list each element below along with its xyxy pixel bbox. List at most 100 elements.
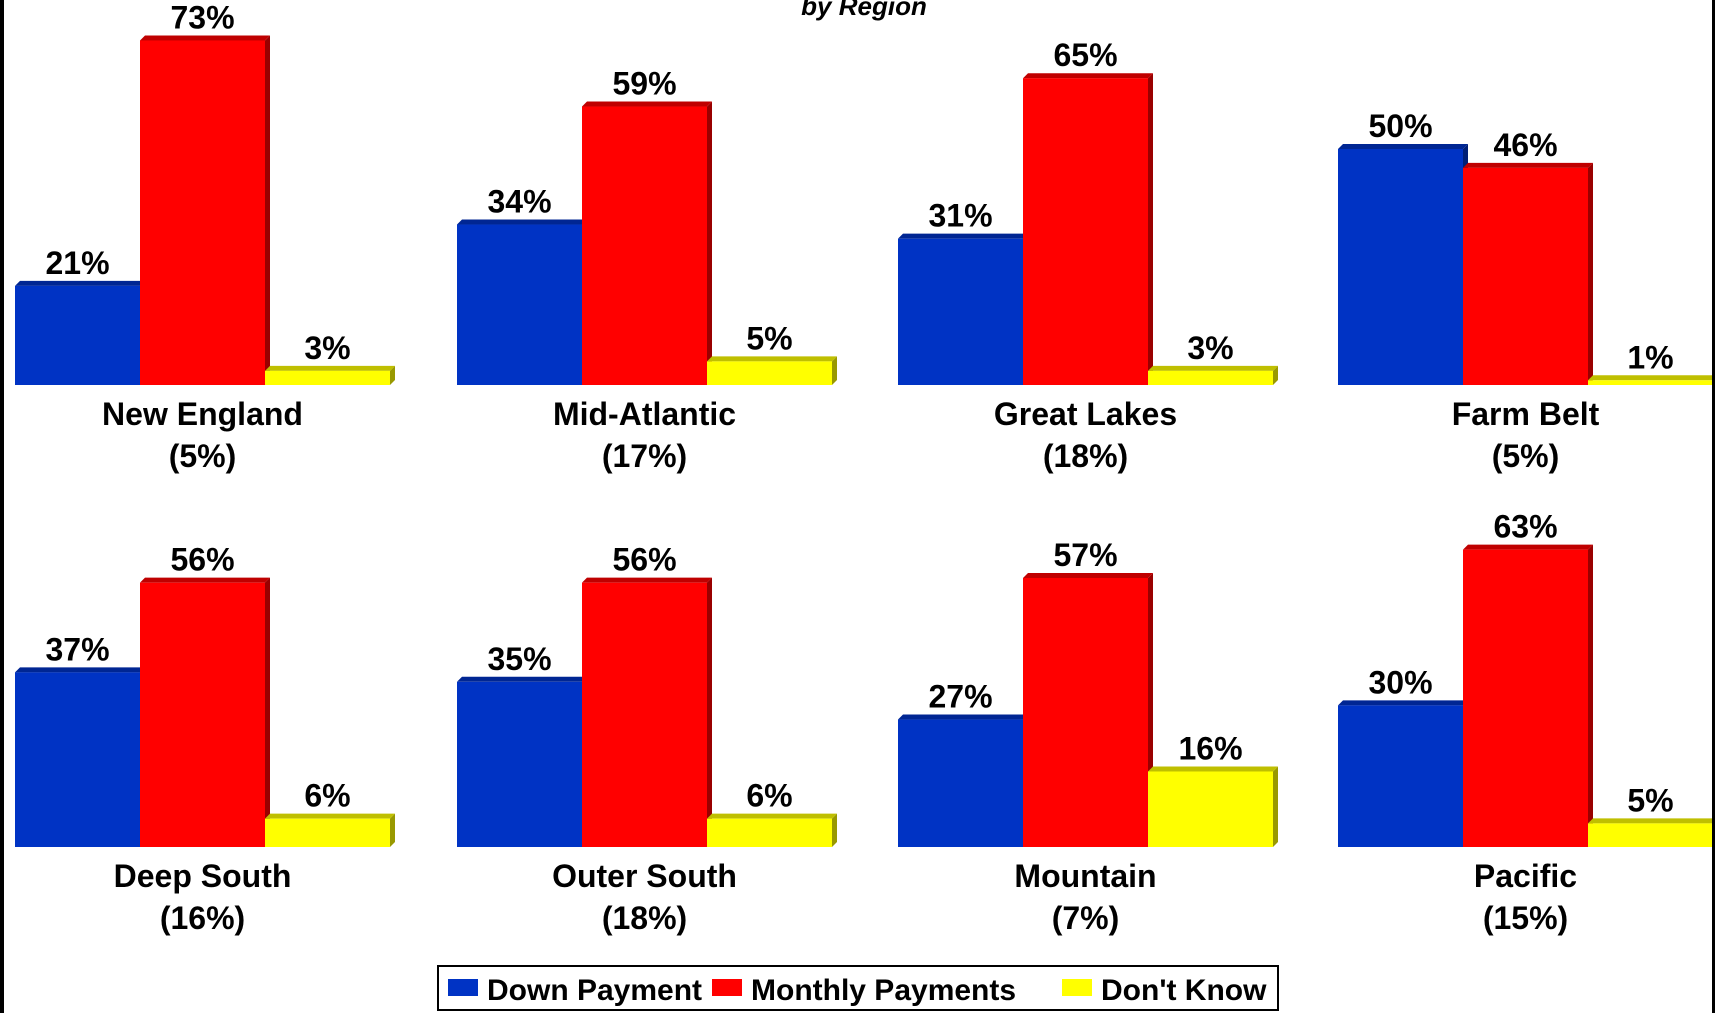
legend-label-down-payment: Down Payment bbox=[487, 974, 702, 1007]
legend: Down Payment Monthly Payments Don't Know bbox=[437, 965, 1279, 1011]
bar-top-dont-know bbox=[265, 365, 395, 371]
bar-top-monthly-payments bbox=[582, 577, 712, 583]
region-label: Mountain bbox=[1014, 858, 1156, 894]
bar-down-payment bbox=[457, 681, 582, 847]
panel-mid-atlantic: 34% 59% 5% Mid-Atlantic (17%) bbox=[457, 66, 837, 474]
bar-dont-know bbox=[265, 370, 390, 385]
chart-subtitle: by Region bbox=[801, 0, 927, 21]
bar-side-dont-know bbox=[1273, 365, 1278, 385]
bar-side-dont-know bbox=[832, 813, 837, 847]
data-label-down-payment: 30% bbox=[1368, 664, 1432, 700]
bar-top-dont-know bbox=[1588, 375, 1715, 381]
bar-monthly-payments bbox=[1023, 577, 1148, 847]
data-label-monthly-payments: 63% bbox=[1493, 509, 1557, 545]
region-label: Deep South bbox=[114, 858, 292, 894]
bar-top-monthly-payments bbox=[140, 577, 270, 583]
bar-dont-know bbox=[1148, 771, 1273, 847]
data-label-monthly-payments: 65% bbox=[1053, 37, 1117, 73]
bar-side-dont-know bbox=[832, 356, 837, 385]
bar-top-dont-know bbox=[707, 813, 837, 819]
region-label: Great Lakes bbox=[994, 396, 1177, 432]
panel-farm-belt: 50% 46% 1% Farm Belt (5%) bbox=[1338, 108, 1715, 474]
bar-top-down-payment bbox=[898, 714, 1028, 720]
bar-side-monthly-payments bbox=[1588, 544, 1593, 847]
bar-top-monthly-payments bbox=[1023, 73, 1153, 79]
bar-top-monthly-payments bbox=[582, 101, 712, 107]
bar-dont-know bbox=[707, 361, 832, 385]
bar-top-monthly-payments bbox=[140, 35, 270, 41]
bar-top-dont-know bbox=[1588, 818, 1715, 824]
panel-outer-south: 35% 56% 6% Outer South (18%) bbox=[457, 542, 837, 936]
bar-side-dont-know bbox=[1273, 766, 1278, 847]
bar-side-monthly-payments bbox=[707, 577, 712, 847]
data-label-down-payment: 34% bbox=[487, 184, 551, 220]
data-label-dont-know: 1% bbox=[1627, 339, 1673, 375]
region-share-label: (17%) bbox=[602, 438, 687, 474]
bar-side-monthly-payments bbox=[265, 577, 270, 847]
bar-top-dont-know bbox=[1148, 365, 1278, 371]
data-label-dont-know: 6% bbox=[746, 778, 792, 814]
bar-down-payment bbox=[457, 224, 582, 385]
data-label-down-payment: 35% bbox=[487, 641, 551, 677]
data-label-dont-know: 3% bbox=[1187, 330, 1233, 366]
bar-top-monthly-payments bbox=[1023, 572, 1153, 578]
panels-layer: 21%73%3%New England(5%)34%59%5%Mid-Atlan… bbox=[15, 0, 1715, 936]
data-label-dont-know: 16% bbox=[1178, 730, 1242, 766]
legend-label-dont-know: Don't Know bbox=[1101, 974, 1267, 1007]
data-label-down-payment: 37% bbox=[45, 631, 109, 667]
region-label: Pacific bbox=[1474, 858, 1577, 894]
bar-down-payment bbox=[15, 285, 140, 385]
region-label: Farm Belt bbox=[1452, 396, 1600, 432]
panel-pacific: 30% 63% 5% Pacific (15%) bbox=[1338, 509, 1715, 936]
bar-side-dont-know bbox=[390, 813, 395, 847]
bar-dont-know bbox=[1588, 380, 1713, 385]
data-label-down-payment: 21% bbox=[45, 245, 109, 281]
bar-side-monthly-payments bbox=[1148, 73, 1153, 385]
panel-mountain: 27% 57% 16% Mountain (7%) bbox=[898, 537, 1278, 936]
panel-great-lakes: 31% 65% 3% Great Lakes (18%) bbox=[898, 37, 1278, 474]
bar-monthly-payments bbox=[582, 582, 707, 847]
bar-down-payment bbox=[1338, 705, 1463, 847]
bar-top-down-payment bbox=[898, 233, 1028, 239]
bar-monthly-payments bbox=[140, 582, 265, 847]
bar-down-payment bbox=[898, 238, 1023, 385]
data-label-monthly-payments: 46% bbox=[1493, 127, 1557, 163]
legend-box bbox=[437, 965, 1279, 1011]
region-share-label: (5%) bbox=[169, 438, 237, 474]
panel-new-england: 21% 73% 3%New England (5%) bbox=[15, 0, 395, 474]
bar-top-monthly-payments bbox=[1463, 162, 1593, 168]
data-label-dont-know: 3% bbox=[304, 330, 350, 366]
bar-top-down-payment bbox=[15, 667, 145, 673]
bar-down-payment bbox=[898, 719, 1023, 847]
data-label-monthly-payments: 73% bbox=[170, 0, 234, 35]
bar-side-monthly-payments bbox=[1588, 162, 1593, 385]
panel-deep-south: 37% 56% 6% Deep South (16%) bbox=[15, 542, 395, 936]
bar-dont-know bbox=[265, 818, 390, 847]
bar-side-dont-know bbox=[390, 365, 395, 385]
bar-monthly-payments bbox=[1463, 167, 1588, 385]
region-share-label: (16%) bbox=[160, 900, 245, 936]
bar-top-down-payment bbox=[457, 219, 587, 225]
bar-top-dont-know bbox=[707, 356, 837, 362]
data-label-down-payment: 27% bbox=[928, 679, 992, 715]
bar-dont-know bbox=[1148, 370, 1273, 385]
bar-top-dont-know bbox=[1148, 766, 1278, 772]
data-label-monthly-payments: 59% bbox=[612, 66, 676, 102]
bar-top-down-payment bbox=[15, 280, 145, 286]
bar-down-payment bbox=[1338, 149, 1463, 385]
data-label-down-payment: 50% bbox=[1368, 108, 1432, 144]
data-label-dont-know: 6% bbox=[304, 778, 350, 814]
data-label-monthly-payments: 57% bbox=[1053, 537, 1117, 573]
data-label-down-payment: 31% bbox=[928, 198, 992, 234]
bar-monthly-payments bbox=[140, 40, 265, 385]
legend-swatch-dont-know bbox=[1062, 979, 1092, 996]
legend-label-monthly-payments: Monthly Payments bbox=[751, 974, 1016, 1007]
region-share-label: (15%) bbox=[1483, 900, 1568, 936]
bar-top-down-payment bbox=[1338, 700, 1468, 706]
region-share-label: (7%) bbox=[1052, 900, 1120, 936]
right-border bbox=[1712, 0, 1715, 1013]
bar-top-monthly-payments bbox=[1463, 544, 1593, 550]
region-share-label: (18%) bbox=[602, 900, 687, 936]
